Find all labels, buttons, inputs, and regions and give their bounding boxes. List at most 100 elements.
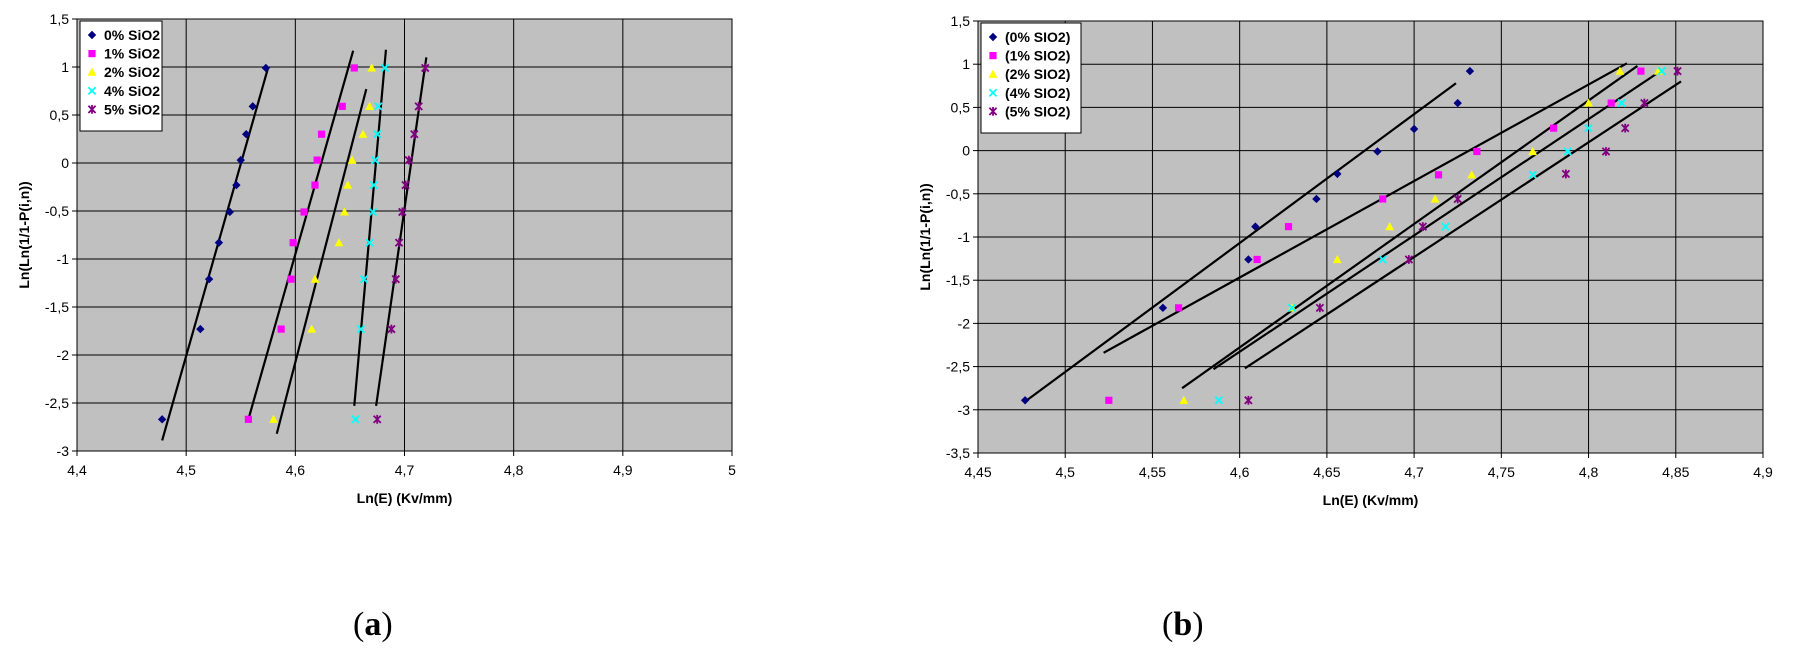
chart-a-point xyxy=(387,324,396,334)
chart-b-fit-line-1 xyxy=(1103,62,1628,354)
chart-a-point xyxy=(370,155,380,165)
chart-b-x-tick-label: 4,9 xyxy=(1753,464,1773,480)
chart-b-point xyxy=(1617,98,1626,108)
chart-a-point xyxy=(374,102,383,111)
chart-a-fit-line-2 xyxy=(275,88,368,434)
chart-b-point xyxy=(1385,222,1395,231)
chart-b-point xyxy=(1284,223,1293,231)
chart-a-x-tick-label: 4,7 xyxy=(395,462,415,478)
chart-b-point xyxy=(1640,98,1649,108)
chart-a-fit-line-0 xyxy=(161,67,270,441)
chart-panel-a: 1,5 1 0,5 0 -0,5 -1 -1,5 -2 -2,5 -3 4,4 4,5 4,6 4,7 4,… xyxy=(0,0,870,662)
chart-a-point xyxy=(367,63,377,72)
chart-a-x-tick-label: 4,8 xyxy=(504,462,524,478)
chart-b-legend-label: (2% SIO2) xyxy=(1005,66,1070,82)
chart-b-legend-marker xyxy=(989,52,997,60)
chart-b-fit-line-0 xyxy=(1026,82,1457,402)
chart-b-point xyxy=(1105,396,1113,404)
chart-a-y-tick-label: 1 xyxy=(61,59,69,75)
chart-a-point xyxy=(391,274,401,284)
chart-b-point xyxy=(1673,66,1682,76)
chart-a-point xyxy=(244,415,252,423)
chart-a-point xyxy=(398,207,407,217)
chart-b-point xyxy=(1561,169,1571,179)
chart-a-point xyxy=(287,275,295,283)
chart-a-series-4 xyxy=(372,63,430,424)
chart-a-point xyxy=(401,180,410,190)
chart-b-y-tick-label: 0 xyxy=(962,143,970,159)
chart-a-y-tick-label: -2,5 xyxy=(45,395,69,411)
chart-b-point xyxy=(1620,123,1630,133)
chart-b-point xyxy=(1434,171,1443,179)
chart-a-point xyxy=(277,325,285,333)
chart-b-x-tick-label: 4,45 xyxy=(964,464,991,480)
chart-a-series-0 xyxy=(157,63,271,424)
chart-a-x-tick-label: 4,6 xyxy=(286,462,306,478)
chart-a-point xyxy=(157,415,167,424)
chart-b-y-tick-label: -1,5 xyxy=(946,272,970,288)
chart-a-point xyxy=(334,238,344,247)
chart-b-point xyxy=(1287,303,1297,313)
chart-a-x-tick-label: 4,5 xyxy=(176,462,196,478)
chart-a-y-tick-label: -2 xyxy=(57,347,70,363)
chart-a-point xyxy=(358,129,368,138)
chart-a-y-tick-label: -3 xyxy=(57,443,70,459)
chart-b-legend-marker xyxy=(988,88,998,98)
chart-a-x-tick-label: 4,4 xyxy=(67,462,87,478)
caption-a: (a) xyxy=(353,606,393,644)
chart-b-point xyxy=(1312,194,1321,204)
chart-a-point xyxy=(261,63,271,73)
chart-a-series-1 xyxy=(244,64,358,423)
chart-b-series-3 xyxy=(1214,66,1667,405)
chart-a-x-axis-label: Ln(E) (Kv/mm) xyxy=(357,490,453,506)
chart-a-point xyxy=(380,63,390,73)
chart-a-point xyxy=(196,324,205,334)
chart-a-point xyxy=(359,274,369,284)
chart-b-point xyxy=(1409,124,1419,134)
caption-b-open: ( xyxy=(1162,606,1174,643)
chart-b-legend-label: (4% SIO2) xyxy=(1005,85,1070,101)
chart-b-legend-label: (0% SIO2) xyxy=(1005,29,1070,45)
chart-a-point xyxy=(350,64,358,72)
chart-b-point xyxy=(1441,222,1450,231)
chart-a-y-tick-label: 1,5 xyxy=(50,11,70,27)
chart-a-fit-line-4 xyxy=(375,57,428,407)
caption-a-open: ( xyxy=(353,606,365,643)
chart-b-point xyxy=(1418,222,1428,232)
chart-a-legend-box xyxy=(79,20,163,132)
chart-a-point xyxy=(310,274,320,283)
chart-b-svg: 1,5 1 0,5 0 -0,5 -1 -1,5 -2 -2,5 -3 -3,5 4,45 4,5 4,5… xyxy=(917,13,1773,508)
chart-a-series-3 xyxy=(351,63,390,424)
chart-b-x-tick-label: 4,5 xyxy=(1055,464,1075,480)
chart-b-x-tick-label: 4,6 xyxy=(1230,464,1250,480)
chart-b-point xyxy=(1453,98,1462,108)
chart-b-x-tick-label: 4,65 xyxy=(1313,464,1340,480)
chart-a-y-tick-label: -1 xyxy=(57,251,70,267)
chart-a-point xyxy=(289,239,297,247)
chart-b-point xyxy=(1453,194,1462,204)
chart-a-point xyxy=(347,155,357,164)
chart-a-point xyxy=(307,324,317,333)
chart-b-point xyxy=(1563,147,1572,156)
chart-a-y-tick-label: 0,5 xyxy=(50,107,70,123)
caption-a-letter: a xyxy=(364,606,382,643)
chart-b-point xyxy=(1467,170,1477,179)
chart-b-y-tick-label: 0,5 xyxy=(951,99,971,115)
chart-b-legend-box xyxy=(980,22,1082,134)
chart-b-point xyxy=(1373,147,1382,156)
chart-a-point xyxy=(394,238,404,248)
chart-b-y-tick-label: -2 xyxy=(958,315,971,331)
chart-a-point xyxy=(343,180,353,189)
chart-a-legend: 0% SiO2 1% SiO2 2% SiO2 4% SiO2 5% SiO2 xyxy=(79,20,163,132)
chart-a-point xyxy=(356,324,366,334)
chart-a-point xyxy=(365,238,374,247)
chart-a-point xyxy=(248,102,257,111)
chart-a-point xyxy=(414,101,423,111)
chart-b-legend-marker xyxy=(988,107,998,116)
chart-a-point xyxy=(369,180,379,190)
chart-b-point xyxy=(1315,303,1325,313)
chart-b-point xyxy=(1175,304,1183,312)
chart-b-point xyxy=(1584,98,1593,107)
chart-b-series-0 xyxy=(1020,66,1475,405)
chart-b-point xyxy=(1465,66,1475,76)
